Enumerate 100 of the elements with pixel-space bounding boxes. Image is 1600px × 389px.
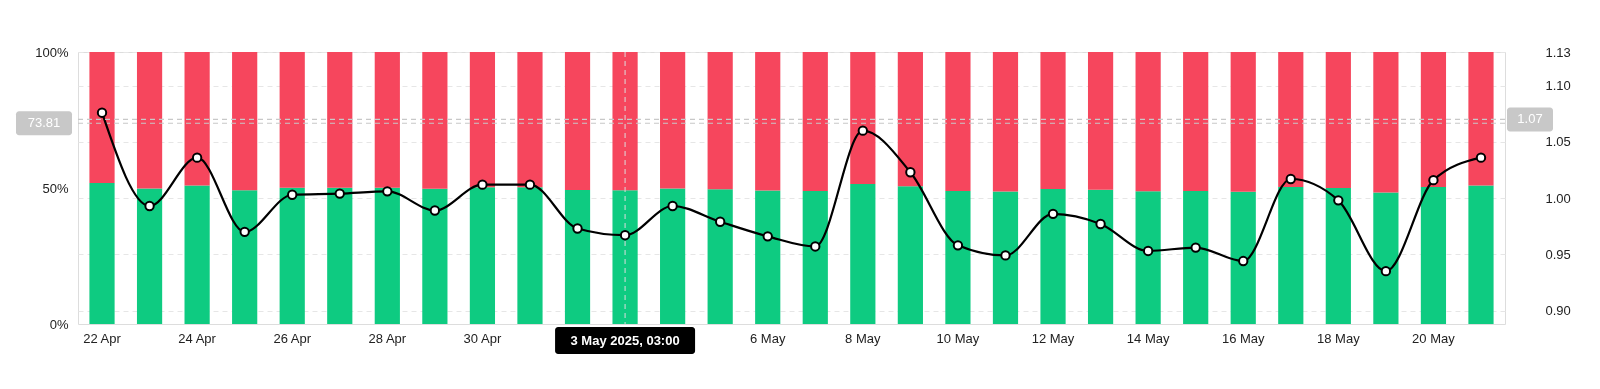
point [477,179,488,190]
bar [1087,52,1114,190]
bar [850,52,876,184]
point [144,200,155,212]
bar [755,52,781,191]
bar [374,187,400,324]
bar [279,52,305,188]
point [524,179,536,190]
bar [564,189,591,324]
bar [897,52,923,187]
point [952,240,964,251]
x-tick-label: 28 Apr [368,330,407,346]
point [382,186,393,197]
bar [89,52,115,184]
y-tick-label: 0% [49,316,69,332]
x-tick-label: 8 May [845,330,882,346]
bar [992,52,1019,192]
point [1000,250,1011,261]
bar [564,52,591,190]
bar [1468,185,1494,324]
y2-tick-label: 0.95 [1545,246,1571,262]
x-tick-label: 20 May [1412,330,1456,346]
bar [945,190,971,324]
x-tick-label: 16 May [1221,330,1266,346]
bar [232,190,258,324]
bar [1183,52,1209,191]
point [905,167,916,178]
bar [707,52,733,190]
bar [660,188,686,324]
bar [1420,52,1447,187]
y2-tick-label: 1.13 [1545,44,1571,60]
point [1238,255,1249,267]
point [429,205,441,216]
bar [422,52,448,189]
bar [1325,52,1351,188]
bar [469,187,496,324]
bar [1087,189,1114,324]
bar [327,52,353,188]
x-tick-label: 12 May [1031,330,1075,346]
point [762,231,773,242]
bar [1373,52,1399,193]
bar [992,191,1019,324]
bar [517,187,543,324]
point [857,125,869,136]
bar [517,52,543,188]
bar [1468,52,1494,186]
bar [612,52,638,191]
point [1475,152,1487,163]
bar [89,183,115,324]
y2-tick-label: 1.00 [1545,190,1571,206]
bar [374,52,400,188]
bar [232,52,258,191]
point [1428,174,1439,186]
bar [136,188,163,324]
bar [1135,191,1161,324]
x-tick-label: 10 May [936,330,980,346]
point [572,223,583,234]
bar [755,190,781,324]
bar [1373,192,1399,324]
bar [1278,186,1304,324]
point [1095,218,1106,230]
bar [1325,188,1351,324]
bar [469,52,496,188]
point [96,107,108,118]
y-tick-label: 50% [42,180,69,196]
bar [1183,190,1209,324]
bar [802,52,828,191]
point [667,200,678,212]
bar [136,52,163,189]
point [714,216,726,227]
bar [279,187,305,324]
bar [707,189,733,324]
point [287,189,298,200]
bar [897,186,923,324]
bar [184,185,210,324]
bar [850,183,876,324]
point [1190,242,1201,253]
point [619,230,631,241]
x-tick-label: 6 May [750,330,786,346]
x-tick-label: 18 May [1317,330,1361,346]
bar [1230,52,1256,192]
bar [1040,52,1066,190]
point [191,152,203,163]
y2-tick-label: 1.10 [1545,78,1571,94]
x-tick-label: 14 May [1126,330,1170,346]
point [1142,245,1154,257]
x-tick-label: 22 Apr [83,330,122,346]
x-tick-label: 24 Apr [178,330,217,346]
point [1285,173,1296,185]
bar [802,190,828,324]
bar [327,187,353,324]
x-tick-label: 30 Apr [463,330,502,346]
bar [1040,189,1066,324]
point [239,226,250,238]
bar [612,190,638,324]
point [1047,208,1059,220]
bar [1278,52,1304,187]
y-tick-label: 100% [35,44,69,60]
point [334,188,345,199]
x-tick-label: 26 Apr [273,330,312,346]
